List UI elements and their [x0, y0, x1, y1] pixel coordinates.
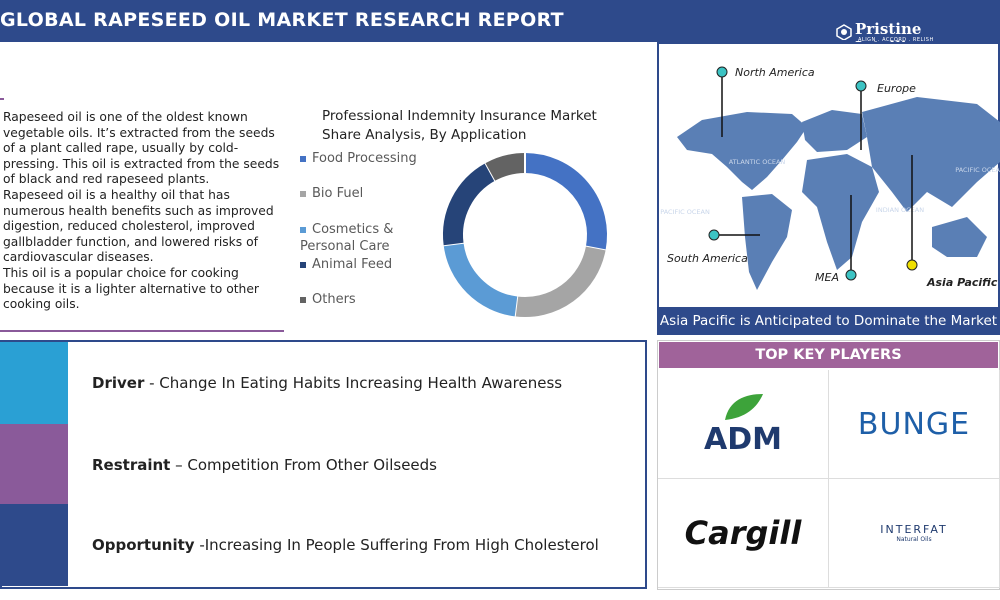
region-label: MEA — [815, 271, 839, 284]
factor-label: Opportunity — [92, 536, 195, 554]
header-bar — [0, 0, 1000, 42]
player-cell: ADM — [658, 370, 829, 479]
ocean-label: PACIFIC OCEAN — [955, 166, 1000, 174]
player-logo: BUNGE — [857, 406, 971, 442]
description: Rapeseed oil is one of the oldest known … — [3, 110, 281, 313]
factor-detail: - Change In Eating Habits Increasing Hea… — [144, 374, 563, 392]
world-map: ATLANTIC OCEAN PACIFIC OCEAN INDIAN OCEA… — [660, 66, 1000, 290]
player-cell: Cargill — [658, 479, 829, 588]
factor-row: Driver - Change In Eating Habits Increas… — [0, 342, 643, 424]
donut-segment — [524, 153, 607, 251]
donut-segment — [514, 246, 606, 317]
paragraph: This oil is a popular choice for cooking… — [3, 265, 259, 312]
chart-title: Professional Indemnity Insurance Market … — [322, 108, 597, 143]
factor-label: Restraint — [92, 456, 171, 474]
brand-tagline: ALIGN . ACCORD . RELISH — [858, 37, 934, 43]
icon — [0, 504, 68, 586]
legend-label: Food Processing — [312, 151, 417, 166]
icon — [0, 342, 68, 424]
legend-swatch — [300, 226, 306, 233]
segment-gap — [513, 294, 519, 319]
legend-item: Animal Feed — [300, 256, 450, 273]
factor-text: Driver - Change In Eating Habits Increas… — [92, 342, 562, 424]
players-title: TOP KEY PLAYERS — [659, 342, 998, 368]
segment-gap — [483, 160, 497, 183]
legend-item: Cosmetics & Personal Care — [300, 221, 450, 255]
player-sub: Natural Oils — [896, 536, 932, 543]
legend-swatch — [300, 261, 306, 268]
ocean-label: PACIFIC OCEAN — [660, 208, 710, 216]
player-logo: Cargill — [684, 514, 802, 552]
map-caption: Asia Pacific is Anticipated to Dominate … — [657, 307, 1000, 335]
paragraph: Rapeseed oil is one of the oldest known … — [3, 110, 280, 187]
legend-item: Food Processing — [300, 150, 450, 167]
region-label: Europe — [877, 82, 916, 95]
factor-row: Opportunity -Increasing In People Suffer… — [0, 504, 643, 586]
donut-segment — [443, 163, 496, 246]
donut-chart — [441, 151, 608, 319]
report-title: GLOBAL RAPESEED OIL MARKET RESEARCH REPO… — [0, 9, 564, 31]
player-logo: ADM — [704, 421, 782, 457]
factor-detail: -Increasing In People Suffering From Hig… — [194, 536, 599, 554]
region-label: North America — [735, 66, 815, 79]
legend-label: Animal Feed — [312, 257, 393, 272]
brand-icon — [836, 24, 852, 40]
pin-lines — [714, 72, 913, 275]
factor-row: Restraint – Competition From Other Oilse… — [0, 424, 643, 506]
pins — [708, 66, 918, 281]
divider — [0, 330, 284, 332]
ocean-label: ATLANTIC OCEAN — [729, 158, 786, 166]
legend-label: Cosmetics & Personal Care — [300, 222, 394, 254]
region-label: Asia Pacific — [926, 276, 998, 289]
legend-item: Bio Fuel — [300, 185, 450, 202]
legend-swatch — [300, 296, 306, 303]
player-cell: BUNGE — [829, 370, 1000, 479]
icon — [0, 424, 68, 506]
legend-swatch — [300, 190, 306, 197]
legend-label: Others — [312, 292, 356, 307]
accent — [0, 98, 4, 100]
legend-item: Others — [300, 291, 450, 308]
paragraph: Rapeseed oil is a healthy oil that has n… — [3, 187, 274, 265]
continents — [677, 97, 1000, 290]
player-cell: INTERFAT Natural Oils — [829, 479, 1000, 588]
factor-text: Restraint – Competition From Other Oilse… — [92, 424, 437, 506]
ocean-label: INDIAN OCEAN — [876, 206, 924, 214]
player-logo: INTERFAT — [880, 523, 948, 536]
region-label: South America — [667, 252, 748, 265]
donut-segment — [485, 153, 526, 181]
factor-detail: – Competition From Other Oilseeds — [170, 456, 437, 474]
legend-label: Bio Fuel — [312, 186, 364, 201]
donut-segment — [443, 242, 518, 317]
factor-label: Driver — [92, 374, 145, 392]
legend-swatch — [300, 155, 306, 162]
adm-leaf — [725, 393, 763, 420]
factor-text: Opportunity -Increasing In People Suffer… — [92, 504, 599, 586]
